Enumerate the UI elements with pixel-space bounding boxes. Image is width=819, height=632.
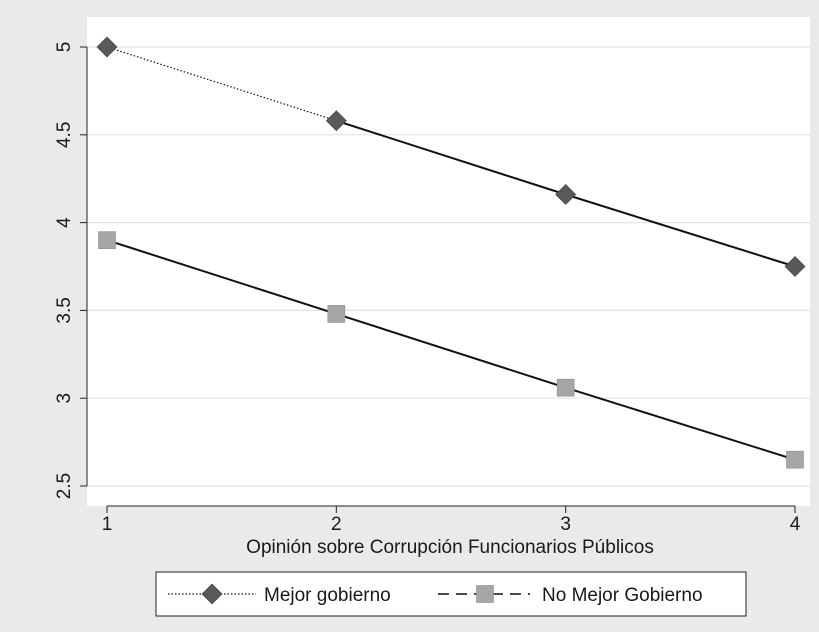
plot-area <box>87 17 810 506</box>
y-tick-label: 4 <box>54 217 75 228</box>
series <box>96 36 806 469</box>
grid-lines <box>87 46 810 487</box>
axes <box>80 46 796 513</box>
series-2 <box>98 231 804 469</box>
legend-marker-square <box>476 585 494 603</box>
legend-item-no-mejor-gobierno: No Mejor Gobierno <box>438 585 703 606</box>
x-tick-label: 2 <box>331 514 342 535</box>
series-2-point <box>98 231 116 249</box>
series-2-segment <box>565 386 796 461</box>
y-tick-label: 3.5 <box>54 297 75 323</box>
tick-labels: 2.5 3 3.5 4 4.5 5 1 2 3 4 <box>54 42 801 535</box>
x-tick-label: 4 <box>790 514 801 535</box>
series-1-segment <box>565 193 796 268</box>
series-1 <box>96 36 806 277</box>
y-tick-label: 2.5 <box>54 473 75 499</box>
x-axis-title: Opinión sobre Corrupción Funcionarios Pú… <box>246 537 654 558</box>
legend-item-mejor-gobierno: Mejor gobierno <box>168 583 391 606</box>
legend-marker-diamond <box>201 583 223 605</box>
series-2-segment <box>106 239 337 315</box>
series-1-point <box>325 110 347 132</box>
legend-label: No Mejor Gobierno <box>542 585 703 606</box>
series-1-segment <box>336 119 566 196</box>
series-2-point <box>556 378 575 397</box>
legend: Mejor gobierno No Mejor Gobierno <box>155 571 747 617</box>
legend-box <box>155 571 747 617</box>
series-1-point <box>555 184 577 205</box>
series-1-segment <box>106 46 337 122</box>
series-1-point <box>96 36 118 58</box>
y-tick-label: 3 <box>54 393 75 404</box>
y-tick-label: 4.5 <box>54 122 75 148</box>
x-tick-label: 1 <box>102 514 113 535</box>
series-2-segment <box>336 312 566 389</box>
legend-label: Mejor gobierno <box>264 585 391 606</box>
y-tick-label: 5 <box>54 42 75 53</box>
series-2-point <box>786 450 804 469</box>
series-2-point <box>327 305 346 323</box>
x-tick-label: 3 <box>560 514 571 535</box>
series-1-point <box>784 256 806 277</box>
